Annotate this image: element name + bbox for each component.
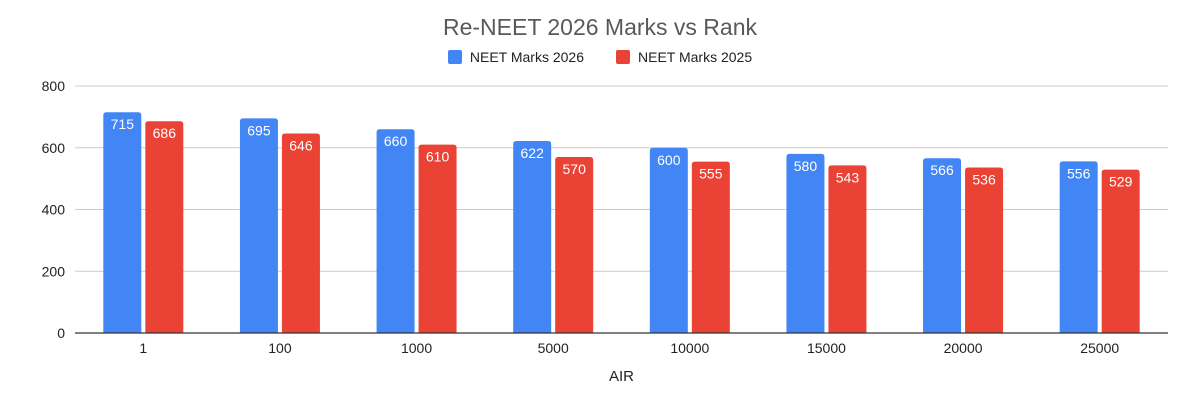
x-axis-ticks: 1 100 1000 5000 10000 15000 20000 25000 <box>139 340 1119 356</box>
bar-series-1-25000[interactable] <box>1059 161 1098 333</box>
x-tick-label-15000: 15000 <box>807 340 846 356</box>
bar-series-2-1[interactable] <box>145 121 184 333</box>
data-label-series-1-10000: 600 <box>657 152 681 168</box>
gridlines <box>75 85 1168 272</box>
data-label-series-1-15000: 580 <box>794 158 818 174</box>
bar-series-1-5000[interactable] <box>513 140 552 333</box>
bar-series-1-1[interactable] <box>103 112 142 334</box>
bar-series-2-15000[interactable] <box>828 165 867 333</box>
y-tick-label-200: 200 <box>42 263 66 279</box>
bar-series-1-10000[interactable] <box>649 147 688 333</box>
bar-series-2-1000[interactable] <box>418 144 457 333</box>
x-axis-title: AIR <box>609 368 634 385</box>
y-tick-label-0: 0 <box>57 325 65 341</box>
legend-label-series-1: NEET Marks 2026 <box>469 49 584 65</box>
legend-swatch-series-1 <box>447 50 462 64</box>
x-tick-label-1000: 1000 <box>401 340 432 356</box>
x-tick-label-25000: 25000 <box>1080 340 1119 356</box>
bar-series-2-20000[interactable] <box>965 167 1004 333</box>
x-tick-label-1: 1 <box>139 340 147 356</box>
bar-series-1-15000[interactable] <box>786 153 825 333</box>
data-label-series-2-25000: 529 <box>1109 174 1133 190</box>
bar-series-1-20000[interactable] <box>923 158 962 333</box>
legend-item-series-2[interactable]: NEET Marks 2025 <box>616 49 752 65</box>
data-label-series-1-25000: 556 <box>1067 165 1091 181</box>
legend: NEET Marks 2026 NEET Marks 2025 <box>0 49 1200 65</box>
data-labels: 715 686 695 646 660 610 622 570 600 555 580 543 566 5… <box>111 116 1133 189</box>
y-tick-label-400: 400 <box>42 202 66 218</box>
chart-title: Re-NEET 2026 Marks vs Rank <box>442 14 757 40</box>
legend-swatch-series-2 <box>616 50 630 64</box>
x-tick-label-5000: 5000 <box>538 340 569 356</box>
x-tick-label-10000: 10000 <box>670 340 709 356</box>
data-label-series-1-5000: 622 <box>521 145 545 161</box>
bar-series-2-100[interactable] <box>281 133 320 333</box>
data-label-series-2-10000: 555 <box>699 166 723 182</box>
bar-series-2-10000[interactable] <box>691 161 730 333</box>
data-label-series-2-20000: 536 <box>972 172 996 188</box>
legend-item-series-1[interactable]: NEET Marks 2026 <box>447 49 584 65</box>
data-label-series-2-1: 686 <box>153 125 177 141</box>
data-label-series-1-1000: 660 <box>384 133 408 149</box>
data-label-series-1-1: 715 <box>111 116 135 132</box>
bar-series-1-1000[interactable] <box>376 129 415 333</box>
y-tick-label-800: 800 <box>42 78 66 94</box>
data-label-series-1-100: 695 <box>247 122 271 138</box>
x-tick-label-100: 100 <box>268 340 292 356</box>
data-label-series-2-15000: 543 <box>836 169 860 185</box>
legend-label-series-2: NEET Marks 2025 <box>638 49 753 65</box>
bar-series-2-25000[interactable] <box>1101 169 1140 333</box>
data-label-series-2-5000: 570 <box>563 161 587 177</box>
bar-series-2-5000[interactable] <box>555 157 594 333</box>
y-tick-label-600: 600 <box>42 140 66 156</box>
data-label-series-1-20000: 566 <box>930 162 954 178</box>
x-tick-label-20000: 20000 <box>944 340 983 356</box>
data-label-series-2-1000: 610 <box>426 149 450 165</box>
bar-series-1-100[interactable] <box>239 118 278 333</box>
y-axis-ticks: 0 200 400 600 800 <box>42 78 66 341</box>
data-label-series-2-100: 646 <box>289 138 313 154</box>
bars <box>103 112 1140 334</box>
